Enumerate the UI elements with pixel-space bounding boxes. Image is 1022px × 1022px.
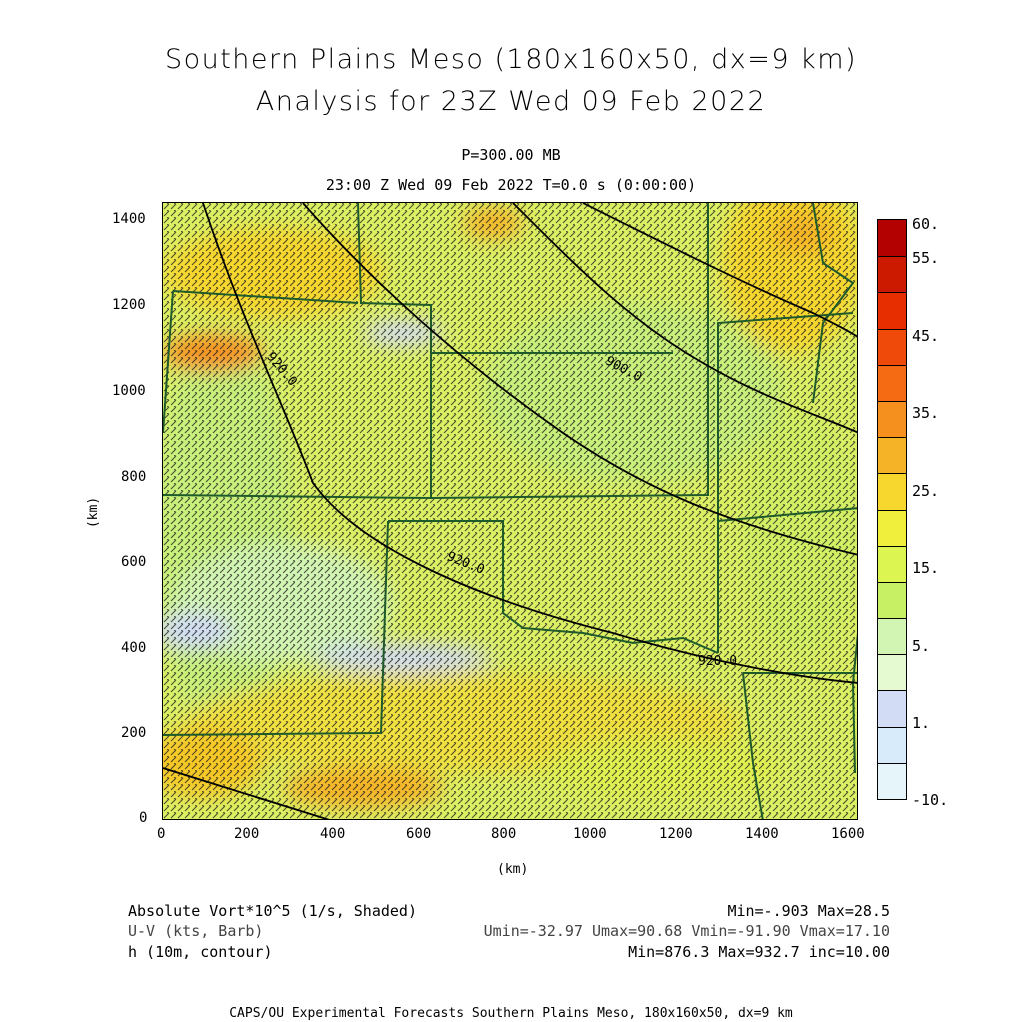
x-tick: 1200	[659, 826, 693, 842]
y-tick: 1200	[112, 297, 146, 313]
colorbar-cell	[878, 762, 906, 799]
colorbar-label: -10.	[912, 791, 949, 809]
wind-range: Umin=-32.97 Umax=90.68 Vmin=-91.90 Vmax=…	[483, 922, 890, 940]
colorbar	[877, 219, 907, 800]
colorbar-cell	[878, 437, 906, 474]
state-borders	[163, 203, 857, 819]
colorbar-label: 5.	[912, 637, 931, 655]
valid-time: 23:00 Z Wed 09 Feb 2022 T=0.0 s (0:00:00…	[325, 176, 697, 194]
colorbar-cell	[878, 256, 906, 293]
y-tick: 1000	[112, 383, 146, 399]
colorbar-cell	[878, 545, 906, 582]
colorbar-cell	[878, 690, 906, 727]
legend-vorticity: Absolute Vort*10^5 (1/s, Shaded)	[128, 902, 417, 920]
colorbar-cell	[878, 328, 906, 365]
title-line-2: Analysis for 23Z Wed 09 Feb 2022	[255, 86, 767, 117]
colorbar-label: 15.	[912, 559, 940, 577]
title-line-1: Southern Plains Meso (180x160x50, dx=9 k…	[164, 44, 858, 75]
contour-label: 920.0	[698, 654, 738, 669]
colorbar-cell	[878, 509, 906, 546]
colorbar-cell	[878, 726, 906, 763]
x-tick: 0	[157, 826, 166, 842]
colorbar-label: 25.	[912, 482, 940, 500]
x-tick: 600	[406, 826, 432, 842]
wind-barbs	[163, 203, 857, 819]
colorbar-cell	[878, 364, 906, 401]
x-tick: 1600	[831, 826, 865, 842]
x-tick: 1000	[573, 826, 607, 842]
colorbar-label: 35.	[912, 404, 940, 422]
colorbar-cell	[878, 654, 906, 691]
y-tick: 800	[121, 469, 147, 485]
colorbar-cell	[878, 220, 906, 257]
height-range: Min=876.3 Max=932.7 inc=10.00	[628, 943, 890, 961]
x-tick: 200	[234, 826, 260, 842]
vorticity-range: Min=-.903 Max=28.5	[727, 902, 890, 920]
map-plot[interactable]	[162, 202, 858, 820]
legend-wind: U-V (kts, Barb)	[128, 922, 264, 940]
y-tick: 600	[121, 554, 147, 570]
colorbar-cell	[878, 618, 906, 655]
colorbar-cell	[878, 400, 906, 438]
y-axis-label: (km)	[86, 496, 102, 529]
y-tick: 0	[139, 810, 148, 826]
colorbar-label: 45.	[912, 327, 940, 345]
colorbar-label: 1.	[912, 714, 931, 732]
x-axis-label: (km)	[497, 862, 529, 877]
x-tick: 800	[491, 826, 517, 842]
colorbar-cell	[878, 292, 906, 329]
colorbar-label: 60.	[912, 215, 940, 233]
credit-line: CAPS/OU Experimental Forecasts Southern …	[229, 1006, 793, 1021]
colorbar-label: 55.	[912, 249, 940, 267]
colorbar-cell	[878, 473, 906, 510]
legend-height: h (10m, contour)	[128, 943, 273, 961]
y-tick: 200	[121, 725, 147, 741]
x-tick: 1400	[745, 826, 779, 842]
colorbar-cell	[878, 581, 906, 619]
y-tick: 1400	[112, 211, 146, 227]
map-canvas	[163, 203, 857, 819]
pressure-level: P=300.00 MB	[461, 146, 561, 164]
height-contours	[163, 203, 857, 819]
y-tick: 400	[121, 640, 147, 656]
x-tick: 400	[320, 826, 346, 842]
